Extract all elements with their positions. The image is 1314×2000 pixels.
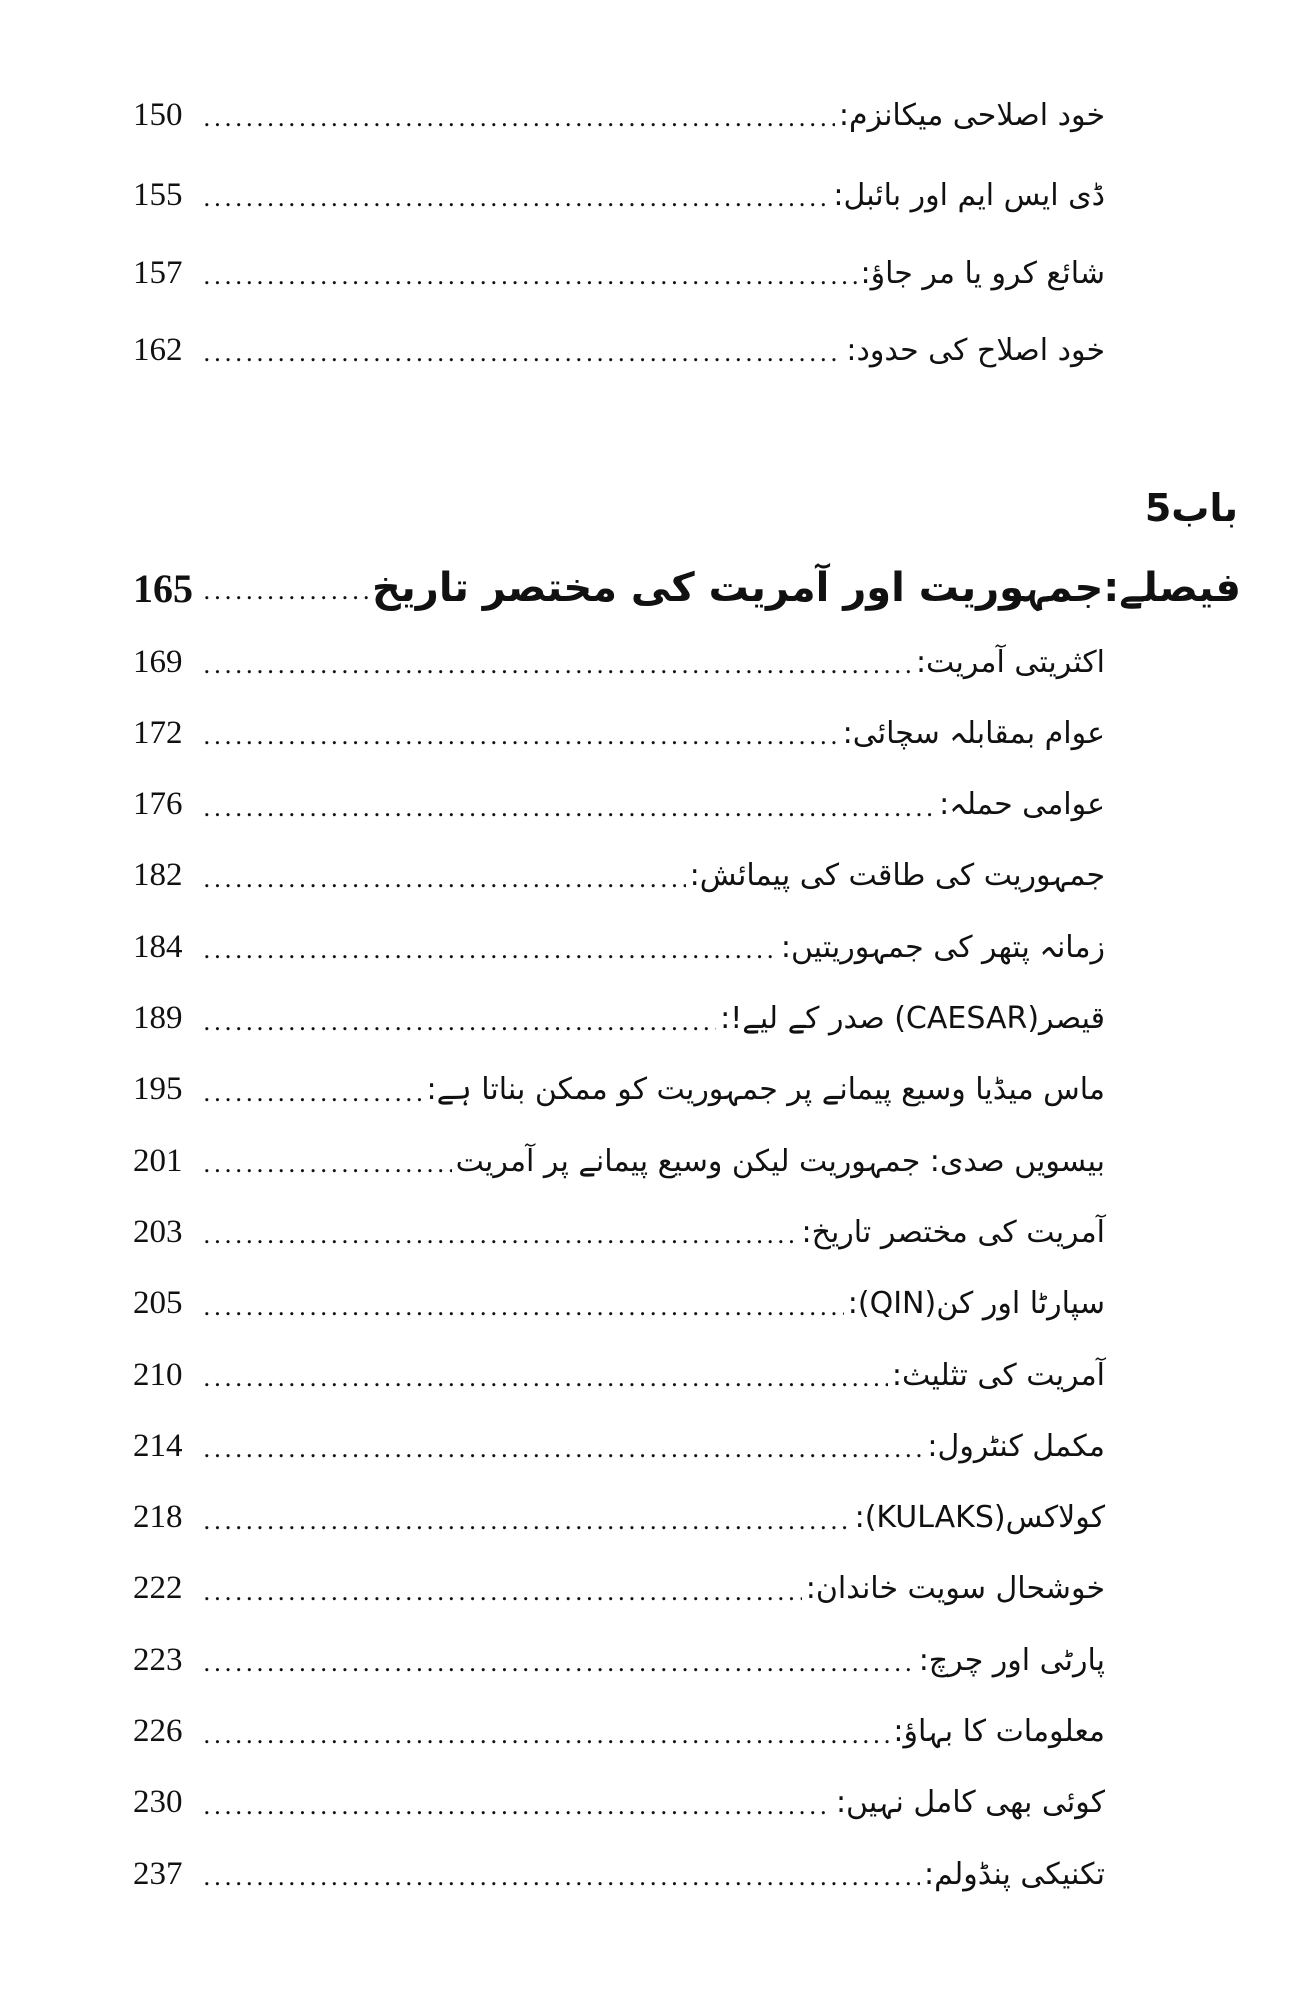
toc-entry: تکنیکی پنڈولم:..........................… xyxy=(133,1846,1105,1902)
entry-title: کولاکس(KULAKS): xyxy=(854,1500,1105,1536)
dot-leader: ........................................… xyxy=(203,1007,717,1034)
page-number: 162 xyxy=(133,331,183,368)
toc-entry: کولاکس(KULAKS):.........................… xyxy=(133,1490,1105,1546)
dot-leader: ........................................… xyxy=(203,1292,844,1319)
toc-entry: عوامی حملہ:.............................… xyxy=(133,777,1105,833)
page-number: 155 xyxy=(133,176,183,213)
page-number: 201 xyxy=(133,1142,183,1179)
dot-leader: ........................................… xyxy=(203,1150,452,1177)
toc-entry: آمریت کی تثلیث:.........................… xyxy=(133,1347,1105,1403)
entry-title: عوامی حملہ: xyxy=(939,787,1105,823)
entry-title: کوئی بھی کامل نہیں: xyxy=(835,1785,1105,1821)
toc-entry: سپارٹا اور کن(QIN):.....................… xyxy=(133,1276,1105,1332)
entry-title: ماس میڈیا وسیع پیمانے پر جمہوریت کو ممکن… xyxy=(426,1072,1105,1108)
entry-title: معلومات کا بہاؤ: xyxy=(893,1714,1105,1749)
dot-leader: ........................................… xyxy=(203,184,830,210)
toc-entry: خوشحال سویت خاندان:.....................… xyxy=(133,1561,1105,1617)
dot-leader: ........................................… xyxy=(203,864,686,891)
chapter-label: باب5 xyxy=(1144,486,1238,530)
page-number: 237 xyxy=(133,1855,183,1892)
page-number: 226 xyxy=(133,1713,183,1749)
page-number: 165 xyxy=(133,565,193,611)
entry-title: زمانہ پتھر کی جمہوریتیں: xyxy=(780,929,1105,965)
toc-entry: پارٹی اور چرچ:..........................… xyxy=(133,1632,1105,1688)
page-number: 195 xyxy=(133,1071,183,1108)
toc-entry: زمانہ پتھر کی جمہوریتیں:................… xyxy=(133,919,1105,975)
page-number: 189 xyxy=(133,1000,183,1036)
dot-leader: ........................................… xyxy=(203,1720,889,1747)
entry-title: تکنیکی پنڈولم: xyxy=(924,1856,1105,1892)
page-number: 203 xyxy=(133,1213,183,1250)
dot-leader: ........................................… xyxy=(203,793,935,820)
dot-leader: ........................................… xyxy=(203,1863,921,1890)
entry-title: قیصر(CAESAR) صدر کے لیے!: xyxy=(720,1001,1105,1036)
dot-leader: ........................................… xyxy=(203,1791,832,1818)
page-number: 230 xyxy=(133,1784,183,1821)
toc-entry: مکمل کنٹرول:............................… xyxy=(133,1418,1105,1474)
entry-title: فیصلے:جمہوریت اور آمریت کی مختصر تاریخ xyxy=(371,565,1241,611)
dot-leader: ........................................… xyxy=(203,1221,798,1248)
toc-entry: عوام بمقابلہ سچائی:.....................… xyxy=(133,705,1105,761)
page-number: 182 xyxy=(133,857,183,894)
dot-leader: ........................................… xyxy=(203,1435,924,1462)
entry-title: پارٹی اور چرچ: xyxy=(918,1642,1105,1678)
entry-title: بیسویں صدی: جمہوریت لیکن وسیع پیمانے پر … xyxy=(455,1143,1105,1179)
toc-entry: قیصر(CAESAR) صدر کے لیے!:...............… xyxy=(133,991,1105,1047)
toc-entry: اکثریتی آمریت:..........................… xyxy=(133,634,1105,690)
page-number: 222 xyxy=(133,1570,183,1607)
page-number: 157 xyxy=(133,254,183,291)
dot-leader: ........................................… xyxy=(203,262,857,288)
toc-entry: کوئی بھی کامل نہیں:.....................… xyxy=(133,1775,1105,1831)
entry-title: جمہوریت کی طاقت کی پیمائش: xyxy=(689,858,1105,894)
page-number: 210 xyxy=(133,1356,183,1393)
entry-title: سپارٹا اور کن(QIN): xyxy=(847,1286,1105,1322)
page-number: 205 xyxy=(133,1285,183,1322)
entry-title: ڈی ایس ایم اور بائبل: xyxy=(833,177,1105,213)
toc-entry: جمہوریت کی طاقت کی پیمائش:..............… xyxy=(133,848,1105,904)
dot-leader: ........................................… xyxy=(203,1577,802,1604)
dot-leader: ........................................… xyxy=(203,1078,422,1105)
toc-entry: بیسویں صدی: جمہوریت لیکن وسیع پیمانے پر … xyxy=(133,1133,1105,1189)
page-number: 150 xyxy=(133,96,183,133)
dot-leader: ........................................… xyxy=(203,339,842,365)
page-number: 223 xyxy=(133,1641,183,1678)
entry-title: شائع کرو یا مر جاؤ: xyxy=(860,255,1105,291)
page-number: 176 xyxy=(133,786,183,823)
entry-title: خود اصلاح کی حدود: xyxy=(846,332,1105,368)
page-number: 218 xyxy=(133,1499,183,1536)
entry-title: مکمل کنٹرول: xyxy=(927,1428,1105,1464)
chapter-title-row: فیصلے:جمہوریت اور آمریت کی مختصر تاریخ..… xyxy=(133,560,1241,616)
dot-leader: ........................................… xyxy=(203,936,777,963)
dot-leader: ........................................… xyxy=(203,577,368,603)
dot-leader: ........................................… xyxy=(203,1506,851,1533)
toc-entry: شائع کرو یا مر جاؤ:.....................… xyxy=(133,245,1105,301)
page-number: 172 xyxy=(133,714,183,751)
dot-leader: ........................................… xyxy=(203,1364,888,1390)
toc-entry: خود اصلاح کی حدود:......................… xyxy=(133,322,1105,378)
toc-entry: خود اصلاحی میکانزم:.....................… xyxy=(133,87,1105,143)
page-number: 169 xyxy=(133,643,183,680)
dot-leader: ........................................… xyxy=(203,651,912,677)
entry-title: خوشحال سویت خاندان: xyxy=(805,1571,1105,1607)
dot-leader: ........................................… xyxy=(203,104,835,130)
entry-title: آمریت کی مختصر تاریخ: xyxy=(801,1214,1105,1250)
toc-entry: معلومات کا بہاؤ:........................… xyxy=(133,1704,1105,1760)
page-number: 214 xyxy=(133,1427,183,1464)
toc-entry: ڈی ایس ایم اور بائبل:...................… xyxy=(133,167,1105,223)
dot-leader: ........................................… xyxy=(203,722,839,749)
entry-title: عوام بمقابلہ سچائی: xyxy=(842,715,1105,751)
entry-title: خود اصلاحی میکانزم: xyxy=(838,97,1105,133)
entry-title: آمریت کی تثلیث: xyxy=(891,1357,1105,1393)
entry-title: اکثریتی آمریت: xyxy=(915,644,1105,680)
toc-entry: آمریت کی مختصر تاریخ:...................… xyxy=(133,1204,1105,1260)
page-number: 184 xyxy=(133,928,183,965)
toc-entry: ماس میڈیا وسیع پیمانے پر جمہوریت کو ممکن… xyxy=(133,1062,1105,1118)
dot-leader: ........................................… xyxy=(203,1649,915,1676)
